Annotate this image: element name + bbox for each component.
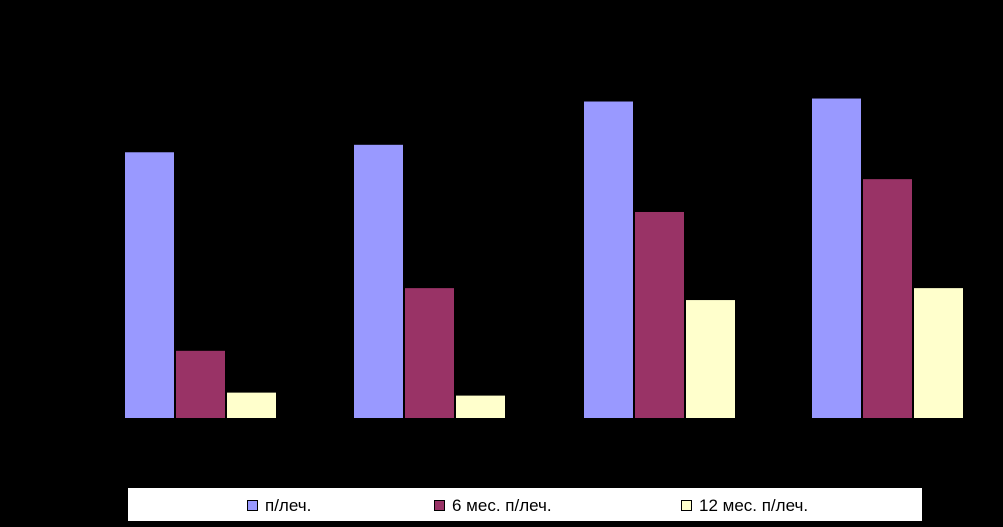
legend-item-post-treatment: п/леч.	[247, 488, 311, 523]
bar-12-months-group-3	[686, 300, 735, 418]
bar-post-treatment-group-1	[125, 152, 174, 418]
bar-12-months-group-4	[914, 288, 963, 418]
bar-6-months-group-2	[405, 288, 454, 418]
legend: п/леч. 6 мес. п/леч. 12 мес. п/леч.	[127, 487, 923, 522]
legend-item-12-months: 12 мес. п/леч.	[681, 488, 808, 523]
bar-6-months-group-4	[863, 179, 912, 418]
bar-6-months-group-1	[176, 350, 225, 418]
legend-swatch-post-treatment	[247, 500, 258, 511]
bar-post-treatment-group-2	[354, 144, 403, 419]
legend-item-6-months: 6 мес. п/леч.	[434, 488, 552, 523]
legend-swatch-12-months	[681, 500, 692, 511]
legend-label-post-treatment: п/леч.	[265, 495, 312, 515]
legend-swatch-6-months	[434, 500, 445, 511]
bar-12-months-group-2	[456, 395, 505, 418]
bar-12-months-group-1	[227, 392, 276, 418]
bar-post-treatment-group-3	[584, 101, 633, 418]
bar-post-treatment-group-4	[812, 98, 861, 419]
legend-label-12-months: 12 мес. п/леч.	[699, 495, 809, 515]
bar-6-months-group-3	[635, 211, 684, 418]
legend-label-6-months: 6 мес. п/леч.	[452, 495, 552, 515]
